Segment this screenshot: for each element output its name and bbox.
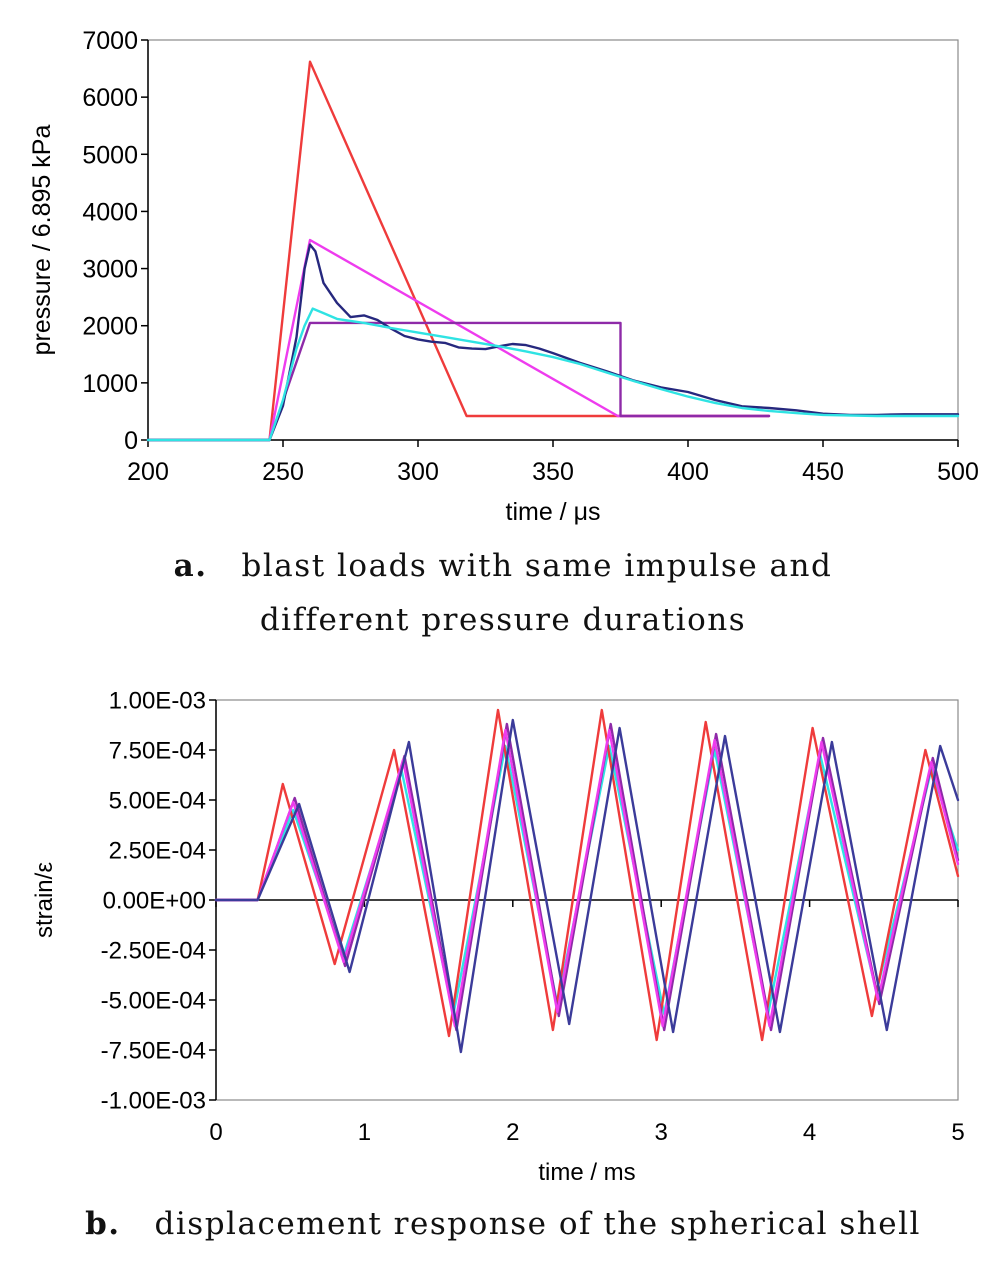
chart-b-y-tick-label: 5.00E-04 (109, 788, 206, 815)
chart-b-y-tick-label: 1.00E-03 (109, 688, 206, 715)
caption-b-letter: b. (85, 1206, 121, 1242)
caption-b-text: displacement response of the spherical s… (154, 1206, 921, 1242)
chart-a-x-tick-label: 250 (262, 458, 304, 486)
chart-a-y-tick-label: 1000 (82, 370, 138, 398)
caption-a-line1: a. blast loads with same impulse and (0, 548, 1006, 584)
chart-a-y-axis-label: pressure / 6.895 kPa (28, 125, 56, 356)
chart-b-y-tick-label: 0.00E+00 (103, 888, 206, 915)
chart-b-series-line-3 (214, 728, 960, 1028)
chart-b-y-tick-label: -2.50E-04 (101, 938, 206, 965)
chart-b-x-tick-label: 2 (506, 1119, 519, 1146)
chart-b-x-tick-label: 4 (803, 1119, 816, 1146)
chart-a-y-tick-label: 6000 (82, 84, 138, 112)
chart-b-series-line-2 (214, 722, 960, 1032)
chart-a-x-tick-label: 400 (667, 458, 709, 486)
chart-a-y-tick-label: 5000 (82, 141, 138, 169)
chart-b-y-tick-label: 7.50E-04 (109, 738, 206, 765)
chart-a-series-line-4 (146, 307, 960, 442)
caption-a-text: blast loads with same impulse and (241, 548, 833, 584)
chart-b-y-tick-label: -7.50E-04 (101, 1038, 206, 1065)
chart-b-y-tick-label: -5.00E-04 (101, 988, 206, 1015)
chart-b-y-tick-label: -1.00E-03 (101, 1088, 206, 1115)
chart-a-y-tick-label: 0 (124, 427, 138, 455)
chart-a-y-tick-label: 4000 (82, 198, 138, 226)
chart-a-x-tick-label: 200 (127, 458, 169, 486)
chart-a-y-tick-label: 2000 (82, 313, 138, 341)
chart-b-x-axis-label: time / ms (538, 1159, 635, 1186)
caption-b-line1: b. displacement response of the spherical… (0, 1206, 1006, 1242)
chart-b: 0 1 2 3 4 5 1.00E-03 7.50E-04 5.00E-04 2.50E-04 0.… (31, 688, 965, 1186)
chart-a-x-tick-label: 500 (937, 458, 979, 486)
caption-a-line2: different pressure durations (259, 602, 747, 638)
chart-b-series-line-4 (214, 718, 960, 1054)
chart-a-y-tick-label: 7000 (82, 27, 138, 55)
chart-a-x-axis-label: time / μs (506, 498, 601, 526)
chart-b-x-tick-label: 5 (951, 1119, 964, 1146)
chart-a-series-line-3 (146, 243, 960, 442)
chart-a-x-tick-label: 350 (532, 458, 574, 486)
chart-b-series-line-0 (214, 744, 960, 1016)
chart-b-x-tick-label: 1 (358, 1119, 371, 1146)
chart-b-series-line-1 (214, 708, 960, 1042)
chart-a-series-line-0 (146, 60, 771, 442)
chart-b-y-axis-label: strain/ε (31, 862, 58, 938)
chart-b-x-tick-label: 0 (209, 1119, 222, 1146)
chart-a-y-tick-label: 3000 (82, 256, 138, 284)
caption-a-letter: a. (173, 548, 208, 584)
chart-b-x-tick-label: 3 (655, 1119, 668, 1146)
chart-a-x-tick-label: 300 (397, 458, 439, 486)
chart-a: 200 250 300 350 400 450 5000100020003000400050… (28, 27, 979, 526)
chart-a-x-tick-label: 450 (802, 458, 844, 486)
chart-b-y-tick-label: 2.50E-04 (109, 838, 206, 865)
